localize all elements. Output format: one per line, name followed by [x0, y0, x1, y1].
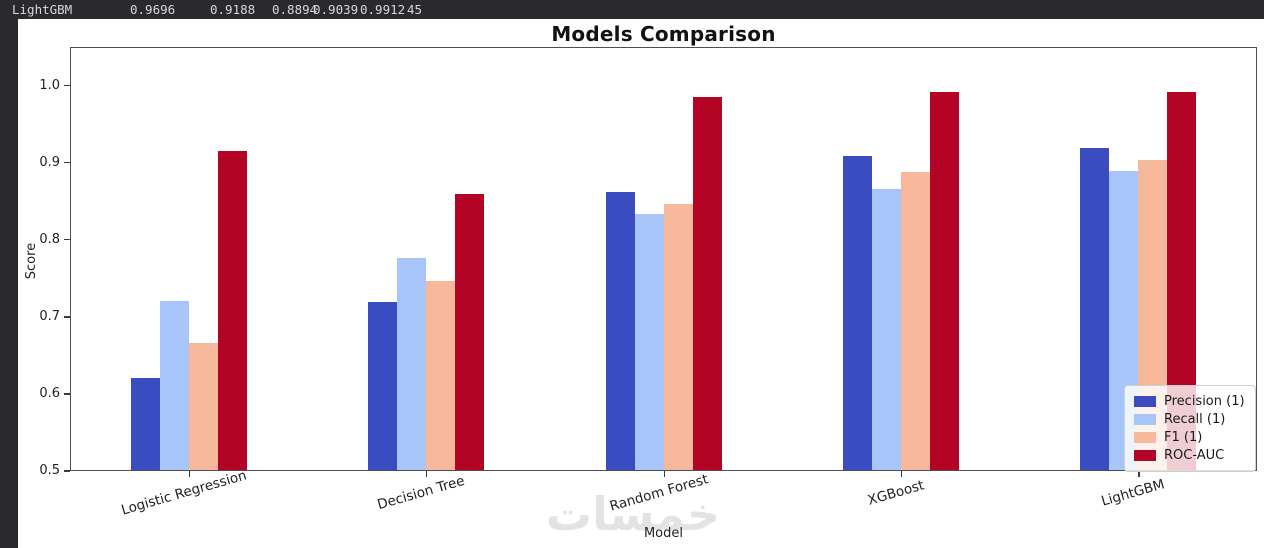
- legend-label: F1 (1): [1164, 430, 1203, 445]
- legend-item-precision-1: Precision (1): [1134, 393, 1245, 410]
- x-tick-mark: [426, 471, 428, 477]
- x-tick-label: Logistic Regression: [119, 467, 249, 519]
- x-tick-label: Decision Tree: [375, 472, 467, 514]
- bar-f1-1-xgboost: [900, 171, 930, 470]
- terminal-metric-value: 0.9696: [130, 2, 176, 17]
- chart-figure: Models Comparison Score خمسات Model Prec…: [18, 19, 1264, 548]
- bar-precision-1-decision-tree: [368, 302, 398, 470]
- plot-area: [70, 47, 1257, 471]
- y-tick-mark: [64, 470, 70, 472]
- terminal-metric-value: 45: [407, 2, 423, 17]
- legend-swatch: [1134, 450, 1156, 461]
- legend: Precision (1) Recall (1) F1 (1) ROC-AUC: [1124, 385, 1256, 472]
- y-tick-label: 1.0: [39, 77, 60, 93]
- y-tick-mark: [64, 393, 70, 395]
- y-tick-label: 0.9: [39, 154, 60, 170]
- x-tick-mark: [188, 471, 191, 477]
- bar-precision-1-logistic-regression: [130, 378, 160, 470]
- bar-precision-1-random-forest: [605, 191, 635, 470]
- x-tick-label: XGBoost: [865, 477, 926, 509]
- y-tick-mark: [64, 316, 70, 318]
- y-tick-label: 0.8: [39, 231, 60, 247]
- x-tick-mark: [900, 471, 903, 477]
- legend-swatch: [1134, 396, 1156, 407]
- y-tick-mark: [64, 161, 70, 164]
- bar-recall-1-decision-tree: [397, 258, 427, 470]
- terminal-metric-value: 0.9188: [210, 2, 256, 17]
- x-tick-mark: [1138, 471, 1140, 477]
- y-tick-label: 0.6: [39, 385, 60, 401]
- legend-swatch: [1134, 414, 1156, 425]
- legend-item-f1-1: F1 (1): [1134, 429, 1245, 446]
- bar-f1-1-decision-tree: [426, 280, 456, 470]
- legend-label: Recall (1): [1164, 412, 1226, 427]
- bar-recall-1-random-forest: [634, 214, 664, 470]
- bar-f1-1-random-forest: [663, 204, 693, 470]
- legend-item-roc-auc: ROC-AUC: [1134, 447, 1245, 464]
- watermark: خمسات: [545, 487, 721, 541]
- bar-roc-auc-decision-tree: [455, 194, 485, 470]
- y-tick-label: 0.7: [39, 308, 60, 324]
- legend-item-recall-1: Recall (1): [1134, 411, 1245, 428]
- bar-precision-1-lightgbm: [1080, 148, 1110, 470]
- y-tick-mark: [64, 239, 70, 241]
- legend-label: ROC-AUC: [1164, 448, 1225, 463]
- x-tick-mark: [663, 471, 665, 477]
- legend-swatch: [1134, 432, 1156, 443]
- chart-title: Models Comparison: [551, 22, 776, 46]
- y-tick-mark: [64, 84, 70, 87]
- bar-recall-1-logistic-regression: [159, 301, 189, 470]
- terminal-output-row: LightGBM 0.9696 0.9188 0.8894 0.9039 0.9…: [0, 0, 1264, 19]
- x-tick-label: LightGBM: [1099, 476, 1167, 510]
- terminal-metric-value: 0.9039: [313, 2, 359, 17]
- bar-precision-1-xgboost: [842, 155, 872, 470]
- y-tick-label: 0.5: [39, 463, 60, 478]
- x-axis-label: Model: [643, 526, 684, 541]
- bar-roc-auc-xgboost: [929, 92, 959, 470]
- legend-label: Precision (1): [1164, 394, 1245, 409]
- terminal-metric-value: 0.8894: [272, 2, 318, 17]
- bar-f1-1-logistic-regression: [188, 343, 218, 470]
- bar-recall-1-xgboost: [871, 188, 901, 470]
- bar-roc-auc-logistic-regression: [217, 151, 247, 470]
- terminal-model-name: LightGBM: [12, 2, 73, 17]
- bar-roc-auc-random-forest: [692, 97, 722, 470]
- terminal-metric-value: 0.9912: [360, 2, 406, 17]
- y-axis-label: Score: [24, 242, 39, 280]
